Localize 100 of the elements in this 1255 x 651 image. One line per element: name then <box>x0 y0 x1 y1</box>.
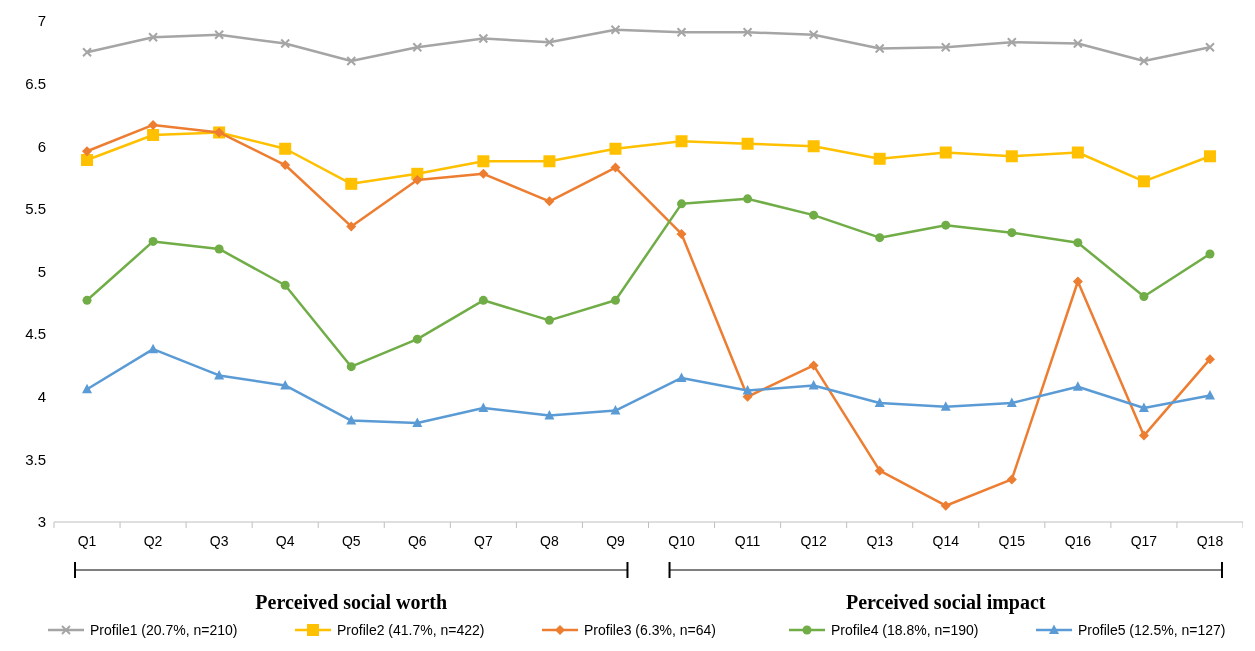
x-tick-label: Q7 <box>474 533 493 549</box>
point <box>1138 430 1149 441</box>
y-tick-label: 6 <box>37 137 46 155</box>
point <box>941 220 951 230</box>
x-tick-label: Q18 <box>1196 533 1224 549</box>
y-tick-label: 4 <box>37 388 46 405</box>
point <box>544 196 555 207</box>
point <box>1006 37 1017 48</box>
point <box>807 140 820 153</box>
point <box>809 210 819 220</box>
point <box>1204 42 1215 53</box>
point <box>147 128 160 141</box>
point <box>214 244 224 254</box>
point <box>1072 381 1083 391</box>
point <box>1006 474 1017 485</box>
point <box>808 379 819 390</box>
point <box>148 236 158 246</box>
point <box>1138 56 1149 67</box>
point <box>412 417 423 428</box>
point <box>610 295 620 305</box>
point <box>148 32 159 43</box>
point <box>345 177 358 190</box>
point <box>148 343 159 354</box>
legend-label: Profile5 (12.5%, n=127) <box>1078 621 1226 638</box>
x-tick-label: Q6 <box>407 533 427 549</box>
point <box>1073 238 1083 248</box>
x-tick-label: Q10 <box>668 533 695 549</box>
point <box>1204 354 1215 365</box>
point <box>478 33 489 44</box>
point <box>81 154 94 167</box>
point <box>676 228 687 239</box>
point <box>1072 276 1083 287</box>
point <box>82 383 93 394</box>
point <box>741 137 754 150</box>
point <box>214 369 225 380</box>
y-tick-label: 4.5 <box>25 325 46 343</box>
point <box>1137 175 1150 188</box>
point <box>675 135 688 148</box>
point <box>478 295 488 305</box>
text: Perceived social impact <box>845 591 1046 614</box>
point <box>677 199 687 209</box>
y-tick-label: 6.5 <box>25 74 46 92</box>
point <box>940 42 951 53</box>
point <box>82 146 93 157</box>
point <box>676 372 687 382</box>
point <box>412 334 422 344</box>
x-tick-label: Q15 <box>998 533 1026 549</box>
point <box>1205 249 1215 259</box>
point <box>280 38 291 49</box>
point <box>676 27 687 38</box>
point <box>1072 38 1083 49</box>
text: Perceived social worth <box>255 591 448 613</box>
x-tick-label: Q16 <box>1064 533 1092 549</box>
legend-label: Profile2 (41.7%, n=422) <box>337 621 485 638</box>
point <box>874 465 885 476</box>
point <box>346 415 357 425</box>
point <box>875 233 885 243</box>
point <box>478 168 489 179</box>
point <box>279 142 292 155</box>
legend-label: Profile3 (6.3%, n=64) <box>584 621 716 638</box>
point <box>742 27 753 38</box>
point <box>939 146 952 159</box>
point <box>214 29 225 40</box>
point <box>544 315 554 325</box>
y-tick-label: 5 <box>37 262 46 280</box>
point <box>873 152 886 165</box>
point <box>1139 292 1149 302</box>
point <box>610 162 621 173</box>
x-tick-label: Q1 <box>77 533 97 549</box>
point <box>874 43 885 54</box>
y-tick-label: 3 <box>37 513 46 531</box>
point <box>544 37 555 48</box>
point <box>412 175 423 186</box>
point <box>1005 150 1018 163</box>
y-tick-label: 3.5 <box>25 450 46 468</box>
point <box>543 155 556 168</box>
point <box>743 194 753 204</box>
point <box>940 500 951 511</box>
point <box>1203 150 1216 163</box>
x-tick-label: Q2 <box>143 533 163 549</box>
x-tick-label: Q17 <box>1130 533 1158 549</box>
point <box>808 29 819 40</box>
point <box>346 362 356 372</box>
x-tick-label: Q13 <box>866 533 894 549</box>
point <box>82 295 92 305</box>
x-tick-label: Q14 <box>932 533 960 549</box>
point <box>609 142 622 155</box>
point <box>346 56 357 67</box>
legend-label: Profile4 (18.8%, n=190) <box>831 621 979 638</box>
point <box>1138 402 1149 413</box>
point <box>610 405 621 415</box>
point <box>940 401 951 411</box>
x-tick-label: Q4 <box>275 533 295 549</box>
point <box>478 402 489 413</box>
point <box>148 119 159 130</box>
x-tick-label: Q5 <box>341 533 361 549</box>
point <box>1006 397 1017 408</box>
point <box>610 24 621 35</box>
point <box>346 221 357 232</box>
point <box>82 47 93 58</box>
